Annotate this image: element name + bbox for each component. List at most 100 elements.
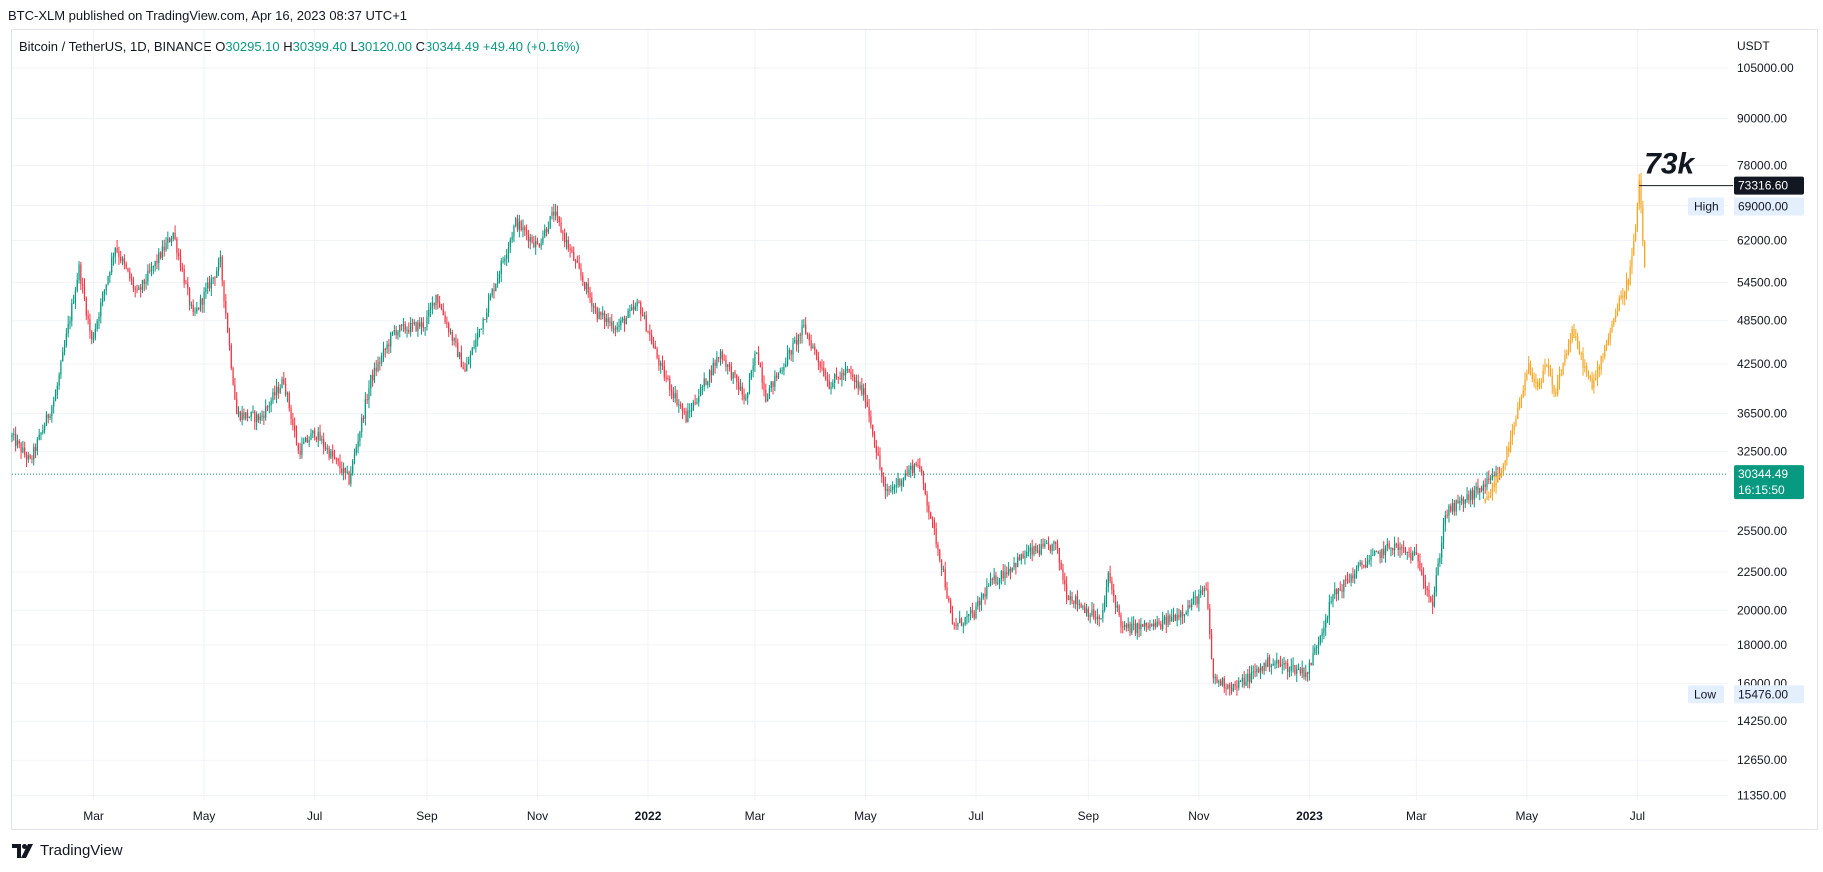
candle-body xyxy=(573,251,575,261)
candle-body xyxy=(1149,624,1151,628)
candle-body xyxy=(770,381,772,388)
candle-body xyxy=(1026,551,1028,557)
candle-body xyxy=(92,337,95,340)
candle-body xyxy=(578,262,580,269)
candle-body xyxy=(583,281,586,290)
candle-body xyxy=(1390,548,1392,550)
candle-body xyxy=(435,294,437,306)
target-annotation-text[interactable]: 73k xyxy=(1644,148,1695,181)
price-tick-label: 105000.00 xyxy=(1737,61,1794,75)
projection-candle-body xyxy=(1491,483,1494,497)
candle-body xyxy=(1247,673,1249,682)
candle-body xyxy=(163,246,165,251)
candle-body xyxy=(824,376,827,380)
candle-body xyxy=(710,370,713,376)
candle-body xyxy=(223,280,225,302)
candle-body xyxy=(821,367,823,369)
candle-body xyxy=(216,270,218,278)
candle-body xyxy=(1259,666,1262,673)
candle-body xyxy=(27,455,29,460)
candle-body xyxy=(241,412,243,421)
candle-body xyxy=(632,307,635,310)
candle-body xyxy=(1314,648,1316,654)
candle-body xyxy=(1415,551,1417,555)
candle-body xyxy=(402,324,405,326)
candle-body xyxy=(1290,666,1292,671)
candle-body xyxy=(381,355,383,363)
high-tag: High xyxy=(1688,197,1724,216)
candle-body xyxy=(20,443,22,453)
projection-candle-body xyxy=(1600,355,1602,370)
candle-body xyxy=(134,288,136,290)
tradingview-logo[interactable]: TradingView xyxy=(12,842,123,859)
projection-candle-body xyxy=(1640,180,1642,208)
candle-body xyxy=(1308,662,1311,674)
candle-body xyxy=(1441,542,1443,558)
candle-body xyxy=(1270,665,1273,667)
candle-body xyxy=(1276,660,1278,664)
candle-body xyxy=(830,387,832,389)
candle-body xyxy=(114,247,116,257)
projection-candle-body xyxy=(1497,476,1499,483)
candle-body xyxy=(582,275,584,282)
candle-body xyxy=(103,290,106,294)
candle-body xyxy=(1272,663,1274,666)
candle-body xyxy=(861,385,863,395)
projection-candle-body xyxy=(1573,329,1575,338)
candle-body xyxy=(471,347,473,355)
price-tick-label: 25500.00 xyxy=(1737,524,1787,538)
candle-body xyxy=(1406,551,1408,553)
candle-body xyxy=(63,345,66,353)
candle-body xyxy=(843,373,845,376)
candle-body xyxy=(328,448,330,458)
candle-body xyxy=(616,326,618,330)
candle-body xyxy=(192,304,194,313)
candle-body xyxy=(141,280,144,290)
candle-body xyxy=(399,324,401,332)
candle-body xyxy=(1439,557,1441,563)
candle-body xyxy=(589,292,591,298)
candle-body xyxy=(960,618,963,626)
candle-body xyxy=(803,324,805,326)
candle-body xyxy=(444,315,446,323)
projection-candle-body xyxy=(1560,374,1562,376)
candle-body xyxy=(47,414,49,418)
candle-body xyxy=(451,332,453,341)
candle-body xyxy=(857,380,859,389)
candle-body xyxy=(232,368,234,385)
candle-body xyxy=(852,374,854,378)
candle-body xyxy=(1073,601,1075,604)
candle-body xyxy=(1055,541,1057,545)
candle-body xyxy=(1393,543,1396,551)
candle-body xyxy=(634,305,636,310)
candle-body xyxy=(828,380,830,389)
candle-body xyxy=(919,465,921,470)
candle-body xyxy=(274,392,276,396)
chart-frame[interactable] xyxy=(11,29,1818,830)
candle-body xyxy=(284,383,287,395)
candle-body xyxy=(962,624,964,626)
candle-body xyxy=(1468,494,1470,501)
candle-body xyxy=(1154,623,1157,627)
candle-body xyxy=(991,578,993,580)
projection-candle-body xyxy=(1591,378,1593,389)
candle-body xyxy=(558,216,560,223)
candle-body xyxy=(792,342,794,355)
projection-candle-body xyxy=(1537,381,1539,388)
candle-body xyxy=(1386,543,1388,547)
candle-body xyxy=(391,331,394,334)
time-tick-label: Sep xyxy=(1078,809,1100,823)
candle-body xyxy=(1377,551,1379,553)
candle-body xyxy=(1229,684,1231,689)
price-tick-label: 20000.00 xyxy=(1737,603,1787,617)
candle-body xyxy=(72,302,75,304)
candle-body xyxy=(1355,567,1358,574)
candle-body xyxy=(226,313,229,333)
candle-body xyxy=(116,247,118,252)
time-tick-label: Jul xyxy=(307,809,322,823)
candle-body xyxy=(1181,611,1184,616)
candle-body xyxy=(69,320,71,324)
candle-body xyxy=(161,246,164,258)
projection-candle-body xyxy=(1582,353,1584,368)
